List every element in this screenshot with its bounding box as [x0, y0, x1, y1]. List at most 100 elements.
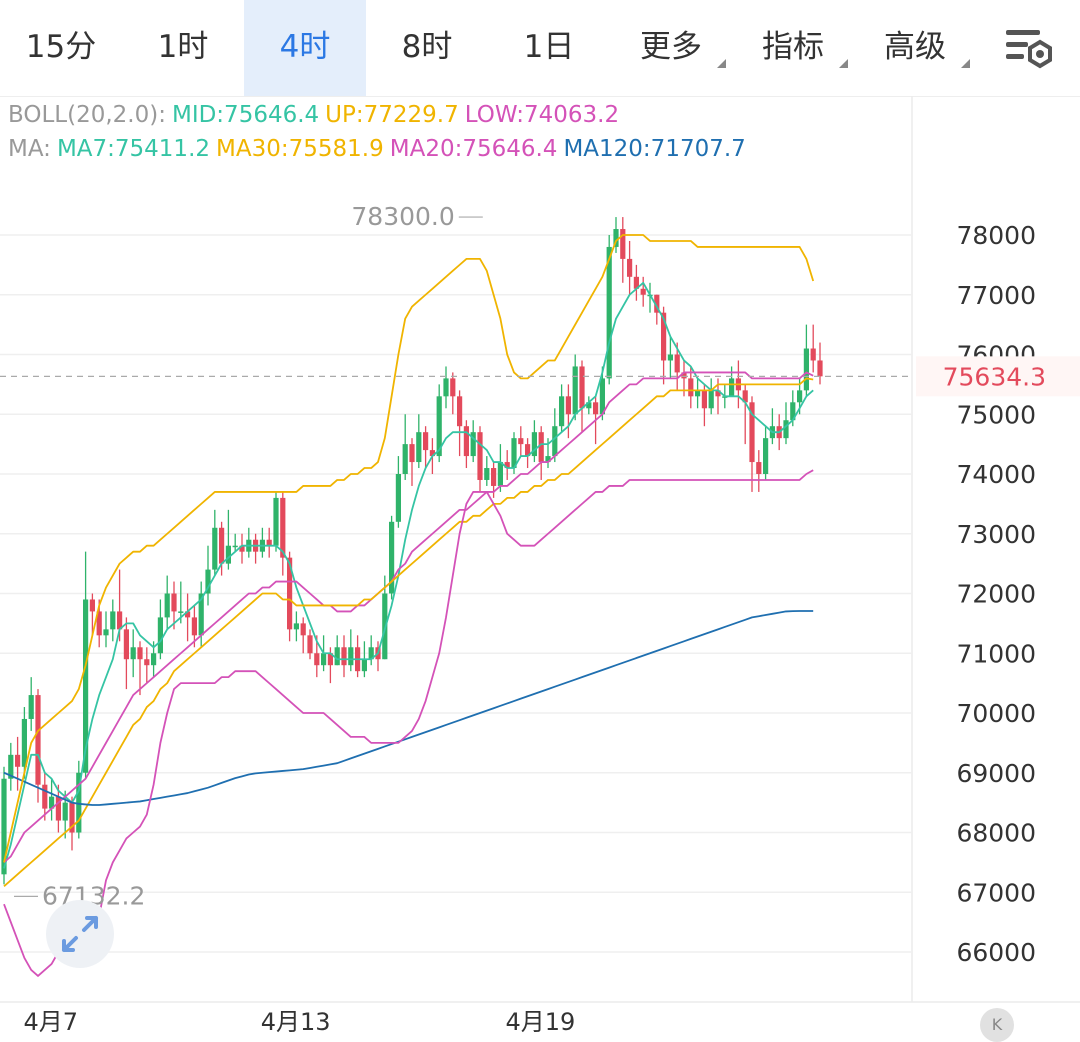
- candle-body: [416, 432, 422, 463]
- candle-body: [742, 390, 748, 403]
- candle-body: [579, 366, 585, 409]
- candle-body: [633, 276, 639, 289]
- ma7-value: MA7:75411.2: [56, 136, 211, 162]
- candle-body: [674, 354, 680, 373]
- tab-more[interactable]: 更多: [610, 0, 732, 96]
- candle-body: [559, 396, 565, 427]
- candle-body: [470, 432, 476, 457]
- y-tick-label: 73000: [956, 520, 1036, 549]
- candle-body: [450, 378, 456, 397]
- high-marker-label: 78300.0: [351, 202, 454, 231]
- chart-settings-icon[interactable]: [1000, 22, 1056, 74]
- ma-name: MA:: [8, 136, 51, 162]
- candle-body: [96, 611, 102, 636]
- candle-body: [545, 456, 551, 463]
- candle-body: [803, 348, 809, 391]
- candle-body: [280, 497, 286, 558]
- candle-body: [62, 802, 68, 821]
- candle-body: [756, 462, 762, 474]
- candle-body: [273, 497, 279, 546]
- tab-8h[interactable]: 8时: [401, 29, 453, 65]
- candle-body: [729, 378, 735, 397]
- candle-body: [348, 647, 354, 666]
- y-tick-label: 70000: [956, 699, 1036, 728]
- candlestick-chart[interactable]: 66000 67000 68000 69000 70000 71000 72000 73000…: [0, 96, 1080, 1033]
- candle-body: [402, 444, 408, 474]
- candle-body: [457, 396, 463, 427]
- candle-body: [423, 432, 429, 451]
- candle-body: [103, 629, 109, 636]
- candle-body: [300, 623, 306, 636]
- candle-body: [599, 378, 605, 415]
- series-line-ma7: [3, 281, 814, 869]
- candle-body: [8, 754, 14, 779]
- boll-legend: BOLL(20,2.0): MID:75646.4 UP:77229.7 LOW:74…: [8, 102, 625, 128]
- y-tick-label: 78000: [956, 221, 1036, 250]
- candle-body: [225, 545, 231, 564]
- expand-icon[interactable]: [46, 900, 114, 968]
- candle-body: [21, 718, 27, 767]
- candle-body: [395, 474, 401, 522]
- candle-body: [552, 426, 558, 457]
- series-line-ma20: [3, 371, 814, 864]
- tab-more-label: 更多: [640, 29, 702, 65]
- tab-advanced[interactable]: 高级: [854, 0, 976, 96]
- candle-body: [484, 468, 490, 480]
- candle-body: [701, 390, 707, 409]
- y-tick-label: 77000: [956, 281, 1036, 310]
- x-tick-label: 4月13: [261, 1008, 331, 1033]
- candle-body: [497, 462, 503, 486]
- tab-4h[interactable]: 4时: [244, 0, 366, 96]
- candle-body: [606, 246, 612, 379]
- candle-body: [123, 629, 129, 660]
- candle-body: [797, 390, 803, 403]
- ma120-value: MA120:71707.7: [563, 136, 746, 162]
- candle-body: [144, 659, 150, 666]
- candle-body: [137, 647, 143, 660]
- candle-body: [49, 796, 55, 809]
- candle-body: [69, 802, 75, 833]
- ma30-value: MA30:75581.9: [216, 136, 384, 162]
- candle-body: [463, 426, 469, 457]
- candle-body: [83, 599, 89, 773]
- candle-body: [525, 444, 531, 457]
- y-tick-label: 71000: [956, 639, 1036, 668]
- candle-body: [55, 796, 61, 821]
- candle-body: [287, 557, 293, 630]
- candle-body: [763, 438, 769, 474]
- tab-1h[interactable]: 1时: [157, 29, 209, 65]
- candle-body: [266, 539, 272, 546]
- candle-body: [790, 402, 796, 421]
- candle-body: [212, 527, 218, 570]
- candle-body: [191, 617, 197, 636]
- y-tick-label: 69000: [956, 759, 1036, 788]
- y-tick-label: 68000: [956, 819, 1036, 848]
- candle-body: [538, 432, 544, 463]
- candle-body: [810, 348, 816, 361]
- candle-body: [239, 545, 245, 552]
- x-tick-label: 4月19: [505, 1008, 575, 1033]
- boll-up: UP:77229.7: [325, 102, 459, 128]
- candle-body: [314, 653, 320, 666]
- candle-body: [171, 593, 177, 612]
- candle-body: [749, 402, 755, 463]
- tab-1d[interactable]: 1日: [523, 29, 575, 65]
- candle-body: [232, 545, 238, 548]
- candle-body: [178, 611, 184, 613]
- candle-body: [307, 635, 313, 654]
- candle-body: [341, 647, 347, 666]
- tab-15min[interactable]: 15分: [25, 29, 97, 65]
- ma20-value: MA20:75646.4: [389, 136, 558, 162]
- candle-body: [198, 593, 204, 636]
- y-tick-label: 75000: [956, 400, 1036, 429]
- tab-indicators[interactable]: 指标: [732, 0, 854, 96]
- candle-body: [321, 653, 327, 666]
- candle-body: [15, 754, 21, 767]
- candle-body: [783, 420, 789, 439]
- candle-body: [572, 366, 578, 415]
- series-line-up: [3, 234, 815, 863]
- k-line-icon[interactable]: K: [980, 1008, 1014, 1042]
- candle-body: [661, 312, 667, 361]
- ma-legend: MA: MA7:75411.2 MA30:75581.9 MA20:75646.4 MA…: [8, 136, 752, 162]
- timeframe-tabs: 15分 1时 4时 8时 1日 更多 指标 高级: [0, 0, 1080, 97]
